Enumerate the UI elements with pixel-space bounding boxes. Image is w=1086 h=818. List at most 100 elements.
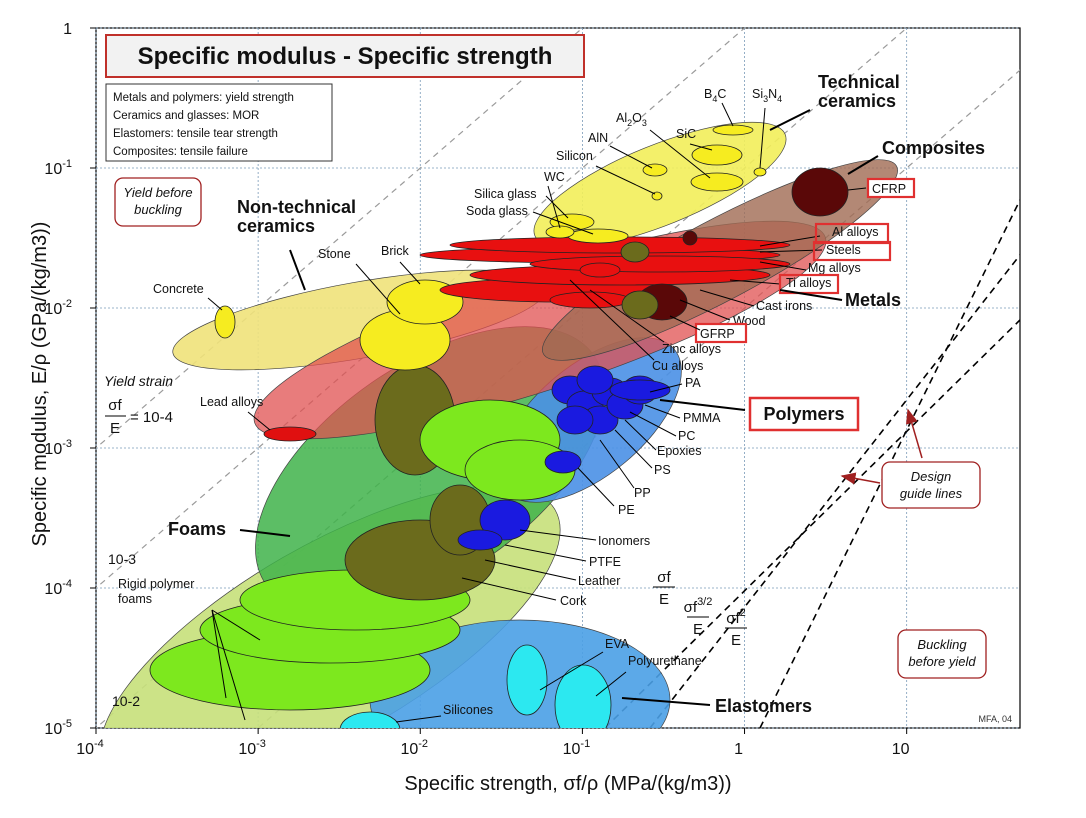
y-tick-label: 10-4: [44, 578, 72, 598]
material-label: B4C: [704, 87, 726, 104]
material-label: AlN: [588, 131, 608, 145]
leader-line: [609, 145, 653, 169]
cfrp-bubble: [791, 167, 849, 217]
ptfe-bubble: [457, 529, 503, 551]
leader-line: [355, 263, 401, 315]
leader-line: [569, 279, 655, 361]
buckling-before-yield-text: Buckling: [917, 637, 967, 652]
family-label: Foams: [168, 519, 226, 539]
leader-line: [729, 279, 781, 285]
material-label-box: [812, 240, 892, 262]
x-tick-label: 10-1: [563, 738, 591, 758]
material-label: Mg alloys: [808, 261, 861, 275]
x-tick-label: 10-3: [238, 738, 266, 758]
material-label: PC: [678, 429, 695, 443]
material-bubbles: [99, 121, 898, 728]
sic-bubble: [691, 144, 743, 166]
material-label: CFRP: [872, 182, 906, 196]
polymer-bubble: [556, 405, 594, 435]
leader-line: [614, 429, 653, 469]
material-label: PTFE: [589, 555, 621, 569]
family-leader: [659, 399, 746, 411]
buckling-before-yield-box: [897, 629, 987, 679]
leader-line: [545, 195, 569, 219]
polymer-bubble: [576, 365, 614, 395]
material-label: PS: [654, 463, 671, 477]
leader-line: [395, 715, 442, 723]
credit: MFA, 04: [978, 714, 1012, 724]
criteria-line: Ceramics and glasses: MOR: [113, 110, 259, 122]
family-label: Elastomers: [715, 696, 812, 716]
material-label: PE: [618, 503, 635, 517]
x-axis-label: Specific strength, σf/ρ (MPa/(kg/m3)): [404, 773, 731, 795]
family-label: Polymers: [763, 404, 844, 424]
material-label: Soda glass: [466, 204, 528, 218]
leader-line: [759, 261, 807, 271]
material-label: Al alloys: [832, 225, 879, 239]
silicones-bubble: [339, 711, 401, 728]
yield-strain-label: Yield strain: [104, 373, 173, 389]
x-tick-label: 10: [892, 741, 910, 758]
ionomers-bubble: [479, 499, 531, 541]
criteria-box: [105, 83, 333, 162]
criteria-line: Composites: tensile failure: [113, 146, 248, 158]
family-leader: [289, 249, 306, 291]
wood-bubble: [621, 290, 659, 320]
lead-alloys-bubble: [263, 426, 317, 442]
material-label: Si3N4: [752, 87, 782, 104]
leader-line: [211, 609, 261, 641]
metal-alloy-bubble: [579, 262, 621, 278]
x-axis-ticks: 10-4 10-3 10-2 10-1 1 10: [76, 728, 910, 758]
leader-line: [211, 609, 246, 721]
family-label: Technical ceramics: [818, 72, 900, 111]
leader-line: [759, 107, 766, 169]
criteria-line: Metals and polymers: yield strength: [113, 92, 294, 104]
material-label: Cork: [560, 594, 587, 608]
y-axis-ticks: 1 10-1 10-2 10-3 10-4 10-5: [44, 21, 96, 738]
material-label: PMMA: [683, 411, 721, 425]
buckling-before-yield-text: before yield: [908, 654, 976, 669]
leader-line: [461, 577, 557, 601]
leader-line: [649, 129, 711, 179]
material-label: Brick: [381, 244, 410, 258]
material-label: SiC: [676, 127, 696, 141]
yield-strain-value: = 10-4: [130, 409, 173, 426]
yield-before-buckling-text: Yield before: [123, 185, 192, 200]
design-guide-numerator: σf: [657, 569, 671, 586]
family-label: Non-technical ceramics: [237, 197, 356, 236]
material-label: Polyurethane: [628, 654, 702, 668]
material-label: Concrete: [153, 282, 204, 296]
design-guide-box: [881, 461, 981, 509]
leader-line: [649, 383, 683, 393]
x-tick-label: 1: [734, 741, 743, 758]
material-label: Ionomers: [598, 534, 650, 548]
material-label: Rigid polymer foams: [118, 577, 194, 606]
material-label: Silicon: [556, 149, 593, 163]
design-guide-line: [604, 319, 1020, 728]
b4c-bubble: [712, 124, 754, 136]
leader-line: [847, 187, 867, 191]
yield-strain-denominator: E: [110, 420, 120, 437]
leader-line: [599, 439, 635, 489]
material-label: GFRP: [700, 327, 735, 341]
leader-line: [759, 249, 823, 253]
x-tick-label: 10-2: [400, 738, 428, 758]
material-label: Cu alloys: [652, 359, 703, 373]
design-guide-text: Design: [911, 469, 951, 484]
material-label: EVA: [605, 637, 630, 651]
y-tick-label: 1: [63, 21, 72, 38]
family-leader: [847, 155, 879, 175]
wood-bubble: [682, 230, 698, 246]
yield-strain-line-label: 10-3: [108, 551, 136, 567]
leader-line: [721, 102, 734, 127]
material-label: PA: [685, 376, 701, 390]
family-label: Composites: [882, 138, 985, 158]
design-guide-arrow: [840, 472, 881, 485]
leader-line: [577, 467, 615, 507]
family-leader: [779, 289, 843, 301]
yield-strain-numerator: σf: [108, 397, 122, 414]
al2o3-bubble: [690, 172, 744, 192]
title-box: [105, 34, 585, 78]
y-tick-label: 10-1: [44, 158, 72, 178]
wc-bubble: [545, 225, 575, 239]
